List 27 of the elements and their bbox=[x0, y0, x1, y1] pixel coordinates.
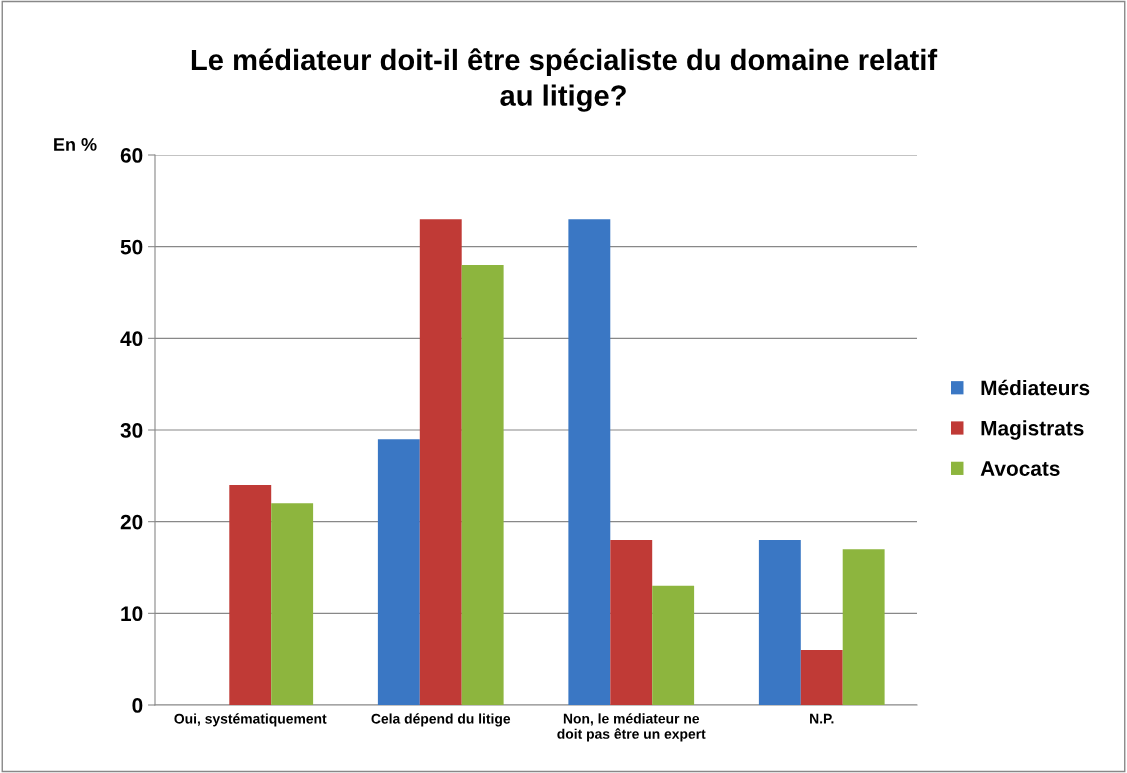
bar bbox=[842, 549, 885, 705]
y-tick-label: 0 bbox=[132, 698, 143, 713]
bar bbox=[229, 485, 272, 705]
x-tick-label: Non, le médiateur ne doit pas être un expert bbox=[557, 713, 706, 742]
y-tick-label: 20 bbox=[120, 514, 143, 530]
y-tick-label: 40 bbox=[120, 331, 143, 347]
bar bbox=[271, 503, 314, 705]
y-tick-label: 30 bbox=[120, 423, 143, 438]
x-tick-label: Oui, systématiquement bbox=[174, 713, 327, 727]
legend-label: Avocats bbox=[980, 461, 1060, 476]
bar bbox=[377, 439, 420, 705]
chart-title: Le médiateur doit-il être spécialiste du domaine relatif au litige? bbox=[191, 48, 938, 112]
x-tick-label: N.P. bbox=[810, 713, 834, 724]
bar bbox=[461, 265, 504, 705]
bar bbox=[800, 650, 843, 705]
y-tick-label: 50 bbox=[120, 239, 143, 255]
y-tick-label: 10 bbox=[121, 606, 143, 622]
bar bbox=[652, 585, 695, 705]
bar bbox=[610, 540, 653, 705]
y-tick-label: 60 bbox=[120, 148, 143, 163]
y-axis-title: En % bbox=[54, 138, 97, 151]
bar bbox=[568, 219, 611, 705]
bar bbox=[758, 540, 801, 705]
bar bbox=[419, 219, 462, 705]
legend-label: Médiateurs bbox=[981, 379, 1090, 396]
legend-label: Magistrats bbox=[981, 420, 1084, 440]
x-tick-label: Cela dépend du litige bbox=[371, 713, 511, 727]
